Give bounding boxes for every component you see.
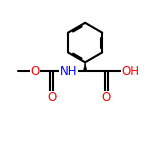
Text: OH: OH	[122, 65, 140, 78]
Text: O: O	[30, 65, 40, 78]
Polygon shape	[83, 62, 87, 71]
Text: NH: NH	[60, 65, 77, 78]
Text: O: O	[102, 91, 111, 104]
Text: O: O	[47, 91, 56, 104]
